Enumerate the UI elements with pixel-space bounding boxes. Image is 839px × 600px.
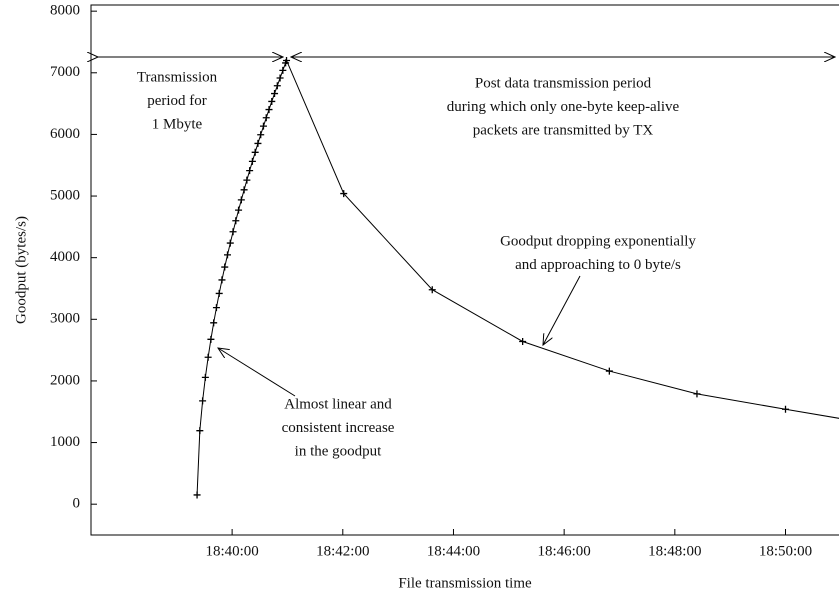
annotation: consistent increase: [282, 420, 395, 436]
plot-frame: [90, 4, 839, 536]
point-marker: [254, 139, 262, 147]
point-marker: [196, 427, 204, 435]
x-tick-label: 18:40:00: [205, 543, 258, 559]
point-marker: [262, 114, 270, 122]
point-marker: [229, 228, 237, 236]
plot-area: [193, 56, 839, 499]
annotation: packets are transmitted by TX: [473, 122, 654, 138]
annotation: Post data transmission period: [475, 75, 652, 91]
y-tick-label: 8000: [50, 3, 80, 19]
annotation: Almost linear and: [284, 396, 392, 412]
point-marker: [199, 397, 207, 405]
y-tick-label: 3000: [50, 311, 80, 327]
point-marker: [224, 251, 232, 259]
y-tick-label: 2000: [50, 372, 80, 388]
annotation: Transmission: [137, 69, 218, 85]
point-marker: [237, 196, 245, 204]
point-marker: [279, 66, 287, 74]
point-marker: [207, 335, 215, 343]
point-marker: [201, 373, 209, 381]
annotation: period for: [147, 93, 207, 109]
point-marker: [519, 337, 527, 345]
annotation-arrow: [218, 348, 296, 397]
y-tick-label: 5000: [50, 187, 80, 203]
point-marker: [251, 148, 259, 156]
point-marker: [218, 276, 226, 284]
point-marker: [428, 286, 436, 294]
y-tick-label: 7000: [50, 64, 80, 80]
y-tick-label: 1000: [50, 434, 80, 450]
point-marker: [248, 157, 256, 165]
x-tick-label: 18:48:00: [648, 543, 701, 559]
point-marker: [273, 82, 281, 90]
point-marker: [259, 122, 267, 130]
point-marker: [268, 97, 276, 105]
y-axis-label: Goodput (bytes/s): [13, 216, 29, 324]
y-tick-label: 0: [73, 496, 81, 512]
point-marker: [235, 206, 243, 214]
point-marker: [605, 367, 613, 375]
point-marker: [240, 186, 248, 194]
point-marker: [210, 319, 218, 327]
annotation-arrow: [543, 275, 581, 345]
x-tick-label: 18:46:00: [537, 543, 590, 559]
point-marker: [283, 56, 291, 64]
annotation: and approaching to 0 byte/s: [515, 257, 681, 273]
y-tick-label: 6000: [50, 126, 80, 142]
x-tick-label: 18:50:00: [759, 543, 812, 559]
y-tick-label: 4000: [50, 249, 80, 265]
point-marker: [693, 390, 701, 398]
point-marker: [340, 190, 348, 198]
point-marker: [257, 131, 265, 139]
point-marker: [226, 239, 234, 247]
point-marker: [193, 491, 201, 499]
x-tick-label: 18:42:00: [316, 543, 369, 559]
point-marker: [276, 74, 284, 82]
x-tick-label: 18:44:00: [427, 543, 480, 559]
annotation: during which only one-byte keep-alive: [447, 99, 680, 115]
point-marker: [246, 167, 254, 175]
point-marker: [232, 217, 240, 225]
annotation: in the goodput: [295, 443, 382, 459]
point-marker: [271, 90, 279, 98]
point-marker: [204, 353, 212, 361]
point-marker: [221, 263, 229, 271]
annotation: 1 Mbyte: [152, 116, 203, 132]
point-marker: [265, 106, 273, 114]
point-marker: [243, 176, 251, 184]
annotation: Goodput dropping exponentially: [500, 233, 696, 249]
point-marker: [782, 405, 790, 413]
point-marker: [212, 304, 220, 312]
x-axis-label: File transmission time: [398, 575, 532, 591]
point-marker: [215, 289, 223, 297]
